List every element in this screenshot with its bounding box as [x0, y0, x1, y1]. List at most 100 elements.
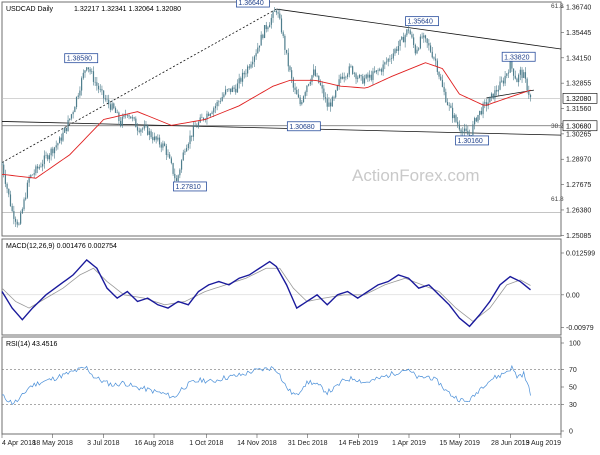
candle-body	[429, 45, 432, 52]
annotation-box	[455, 135, 489, 146]
candle-body	[331, 97, 333, 107]
candle-body	[218, 101, 220, 103]
trendline-0	[1, 8, 277, 163]
candle-body	[147, 125, 149, 135]
candle-body	[228, 88, 230, 90]
candle-body	[233, 87, 235, 89]
candle-body	[291, 70, 293, 79]
date-tick-label: 15 May 2019	[439, 440, 480, 447]
date-tick-label: 1 Oct 2018	[189, 440, 223, 447]
candle-body	[301, 102, 303, 105]
candle-body	[36, 166, 39, 169]
candle-body	[492, 93, 494, 99]
price-tick-label: 1.26380	[566, 207, 591, 214]
candle-body	[75, 96, 78, 108]
candle-body	[372, 71, 374, 80]
candle-body	[274, 10, 276, 12]
candle-body	[43, 155, 45, 164]
candle-body	[116, 112, 118, 114]
candle-body	[358, 75, 361, 78]
candle-body	[285, 49, 288, 53]
fib-label-top: 61.8	[551, 3, 564, 10]
candle-body	[294, 87, 296, 90]
candle-body	[226, 89, 228, 91]
candle-body	[157, 137, 159, 140]
candle-body	[67, 120, 69, 132]
candle-body	[253, 56, 255, 62]
candle-body	[236, 83, 239, 93]
rsi-tick-label: 100	[569, 341, 581, 348]
fib-label-bottom: 61.8	[551, 196, 564, 203]
candle-body	[172, 163, 174, 174]
candle-body	[125, 114, 127, 116]
candle-body	[91, 71, 93, 72]
candle-body	[238, 78, 240, 84]
candle-body	[341, 76, 344, 79]
candle-body	[435, 58, 437, 61]
candle-body	[131, 117, 134, 119]
candle-body	[438, 71, 440, 77]
candle-body	[1, 164, 3, 166]
candle-body	[314, 69, 316, 76]
candle-body	[150, 131, 152, 138]
candle-body	[42, 163, 44, 167]
candle-body	[164, 143, 166, 146]
candle-body	[313, 69, 315, 76]
candle-body	[343, 77, 345, 79]
candle-body	[472, 124, 474, 136]
candle-body	[479, 110, 481, 115]
candle-body	[475, 118, 477, 122]
candle-body	[128, 115, 130, 117]
candle-body	[421, 36, 423, 38]
candle-body	[148, 131, 150, 135]
instrument-title: USDCAD Daily	[6, 6, 54, 13]
candle-body	[406, 29, 408, 36]
candle-body	[18, 223, 20, 225]
candle-body	[382, 64, 384, 72]
candle-body	[136, 127, 139, 131]
candle-body	[363, 78, 366, 84]
candle-body	[379, 69, 381, 71]
candle-body	[265, 25, 267, 30]
candle-body	[496, 90, 498, 92]
rsi-pane: RSI(14) 43.4516 100 70 50 30 0	[1, 336, 581, 436]
candle-body	[141, 128, 144, 130]
annotation-box	[405, 16, 439, 27]
annotation-label: 1.36640	[238, 0, 263, 7]
candle-body	[6, 183, 8, 189]
candle-body	[380, 69, 383, 72]
candle-body	[468, 134, 471, 137]
candle-body	[431, 51, 433, 58]
date-tick-label: 13 Aug 2019	[522, 440, 561, 447]
macd-tick-label: 0.012599	[566, 250, 595, 257]
candle-body	[357, 77, 359, 79]
candle-body	[255, 53, 257, 57]
candle-body	[208, 113, 210, 116]
candle-body	[155, 136, 157, 140]
macd-signal-line	[1, 267, 531, 322]
fib-label-mid: 38.2	[551, 123, 564, 130]
date-tick-label: 16 Aug 2018	[134, 440, 173, 447]
candle-body	[368, 74, 371, 78]
candle-body	[70, 114, 73, 119]
candle-body	[21, 209, 23, 214]
candle-body	[133, 117, 135, 119]
candle-body	[72, 112, 74, 115]
candle-body	[167, 154, 169, 156]
candle-body	[143, 125, 145, 129]
candle-body	[196, 126, 198, 128]
candle-body	[96, 82, 98, 86]
candle-body	[321, 84, 323, 89]
candle-body	[450, 105, 452, 108]
candle-body	[69, 118, 71, 121]
candle-body	[477, 114, 479, 122]
candle-body	[302, 96, 305, 103]
candle-body	[26, 182, 29, 198]
candle-body	[414, 44, 416, 54]
candle-body	[519, 69, 521, 75]
candle-body	[169, 154, 171, 159]
candle-body	[512, 68, 515, 76]
candle-body	[526, 78, 528, 91]
candle-body	[360, 75, 362, 77]
